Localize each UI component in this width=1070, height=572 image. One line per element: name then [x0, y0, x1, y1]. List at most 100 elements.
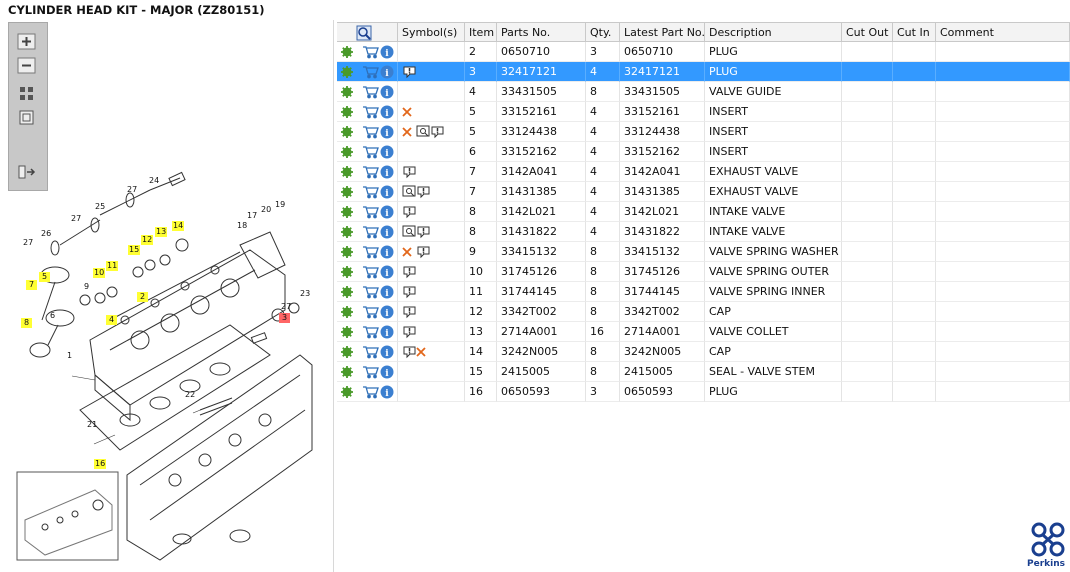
toggle-panel-button[interactable] — [17, 163, 37, 181]
callout-label[interactable]: 14 — [172, 221, 185, 231]
row-actions[interactable]: i — [341, 122, 398, 142]
column-header[interactable]: Qty. — [586, 22, 620, 42]
callout-label[interactable]: 13 — [155, 227, 168, 237]
row-actions[interactable]: i — [341, 282, 398, 302]
row-actions-cell[interactable]: i — [337, 82, 398, 102]
row-actions[interactable]: i — [341, 222, 398, 242]
symbol-icons[interactable] — [402, 142, 462, 162]
symbol-icons[interactable] — [402, 262, 462, 282]
row-actions[interactable]: i — [341, 142, 398, 162]
callout-label[interactable]: 6 — [49, 311, 56, 320]
row-actions[interactable]: i — [341, 322, 398, 342]
row-actions[interactable]: i — [341, 182, 398, 202]
callout-label[interactable]: 27 — [127, 185, 138, 194]
row-actions-cell[interactable]: i — [337, 202, 398, 222]
row-actions[interactable]: i — [341, 162, 398, 182]
row-actions-cell[interactable]: i — [337, 142, 398, 162]
callout-label[interactable]: 5 — [39, 272, 50, 282]
row-actions[interactable]: i — [341, 382, 398, 402]
symbol-icons[interactable] — [402, 222, 462, 242]
callout-label[interactable]: 23 — [300, 289, 311, 298]
callout-label[interactable]: 21 — [87, 420, 98, 429]
symbol-icons[interactable] — [402, 282, 462, 302]
callout-label[interactable]: 2 — [137, 292, 148, 302]
row-actions-cell[interactable]: i — [337, 322, 398, 342]
callout-label[interactable]: 27 — [23, 238, 34, 247]
callout-label[interactable]: 26 — [41, 229, 52, 238]
row-actions-cell[interactable]: i — [337, 282, 398, 302]
actual-size-button[interactable] — [17, 109, 37, 127]
row-actions-cell[interactable]: i — [337, 222, 398, 242]
symbol-icons[interactable] — [402, 362, 462, 382]
row-actions-cell[interactable]: i — [337, 42, 398, 62]
column-header[interactable]: Comment — [936, 22, 1070, 42]
row-actions-cell[interactable]: i — [337, 242, 398, 262]
column-header[interactable]: Cut Out — [842, 22, 893, 42]
row-actions-cell[interactable]: i — [337, 102, 398, 122]
row-actions-cell[interactable]: i — [337, 362, 398, 382]
search-icon[interactable] — [355, 24, 375, 42]
callout-label[interactable]: 19 — [275, 200, 286, 209]
column-header[interactable]: Parts No. — [497, 22, 586, 42]
symbol-icons[interactable] — [402, 162, 462, 182]
row-actions-cell[interactable]: i — [337, 382, 398, 402]
column-header[interactable]: Item — [465, 22, 497, 42]
callout-label[interactable]: 10 — [93, 268, 106, 278]
callout-label[interactable]: 27 — [71, 214, 82, 223]
row-actions[interactable]: i — [341, 302, 398, 322]
symbol-icons[interactable] — [402, 182, 462, 202]
callout-label[interactable]: 18 — [237, 221, 248, 230]
callout-label[interactable]: 9 — [83, 282, 90, 291]
symbol-icons[interactable] — [402, 82, 462, 102]
callout-label[interactable]: 7 — [26, 280, 37, 290]
row-actions[interactable]: i — [341, 362, 398, 382]
callout-label[interactable]: 4 — [106, 315, 117, 325]
callout-label[interactable]: 24 — [149, 176, 160, 185]
callout-label[interactable]: 3 — [279, 313, 290, 323]
zoom-in-button[interactable] — [17, 33, 37, 51]
symbol-icons[interactable] — [402, 242, 462, 262]
row-actions[interactable]: i — [341, 242, 398, 262]
symbol-icons[interactable] — [402, 342, 462, 362]
symbol-icons[interactable] — [402, 322, 462, 342]
column-header[interactable]: Cut In — [893, 22, 936, 42]
callout-label[interactable]: 16 — [94, 459, 107, 469]
symbols-cell — [398, 182, 465, 202]
row-actions[interactable]: i — [341, 202, 398, 222]
fit-button[interactable] — [17, 85, 37, 103]
symbol-icons[interactable] — [402, 202, 462, 222]
row-actions-cell[interactable]: i — [337, 162, 398, 182]
row-actions-cell[interactable]: i — [337, 122, 398, 142]
callout-label[interactable]: 17 — [247, 211, 258, 220]
callout-label[interactable]: 22 — [185, 390, 196, 399]
callout-label[interactable]: 27 — [281, 302, 292, 311]
callout-label[interactable]: 8 — [21, 318, 32, 328]
symbol-icons[interactable] — [402, 122, 462, 142]
symbol-icons[interactable] — [402, 42, 462, 62]
column-header[interactable]: Description — [705, 22, 842, 42]
row-actions-cell[interactable]: i — [337, 182, 398, 202]
row-actions[interactable]: i — [341, 62, 398, 82]
zoom-out-button[interactable] — [17, 57, 37, 75]
column-header[interactable]: Latest Part No. — [620, 22, 705, 42]
column-header[interactable]: Symbol(s) — [398, 22, 465, 42]
row-actions[interactable]: i — [341, 82, 398, 102]
callout-label[interactable]: 15 — [128, 245, 141, 255]
callout-label[interactable]: 25 — [95, 202, 106, 211]
row-actions[interactable]: i — [341, 342, 398, 362]
symbol-icons[interactable] — [402, 102, 462, 122]
row-actions[interactable]: i — [341, 42, 398, 62]
symbol-icons[interactable] — [402, 382, 462, 402]
row-actions-cell[interactable]: i — [337, 62, 398, 82]
symbol-icons[interactable] — [402, 62, 462, 82]
callout-label[interactable]: 12 — [141, 235, 154, 245]
symbol-icons[interactable] — [402, 302, 462, 322]
row-actions-cell[interactable]: i — [337, 302, 398, 322]
callout-label[interactable]: 11 — [106, 261, 119, 271]
callout-label[interactable]: 1 — [66, 351, 73, 360]
row-actions-cell[interactable]: i — [337, 342, 398, 362]
row-actions[interactable]: i — [341, 102, 398, 122]
row-actions-cell[interactable]: i — [337, 262, 398, 282]
callout-label[interactable]: 20 — [261, 205, 272, 214]
row-actions[interactable]: i — [341, 262, 398, 282]
